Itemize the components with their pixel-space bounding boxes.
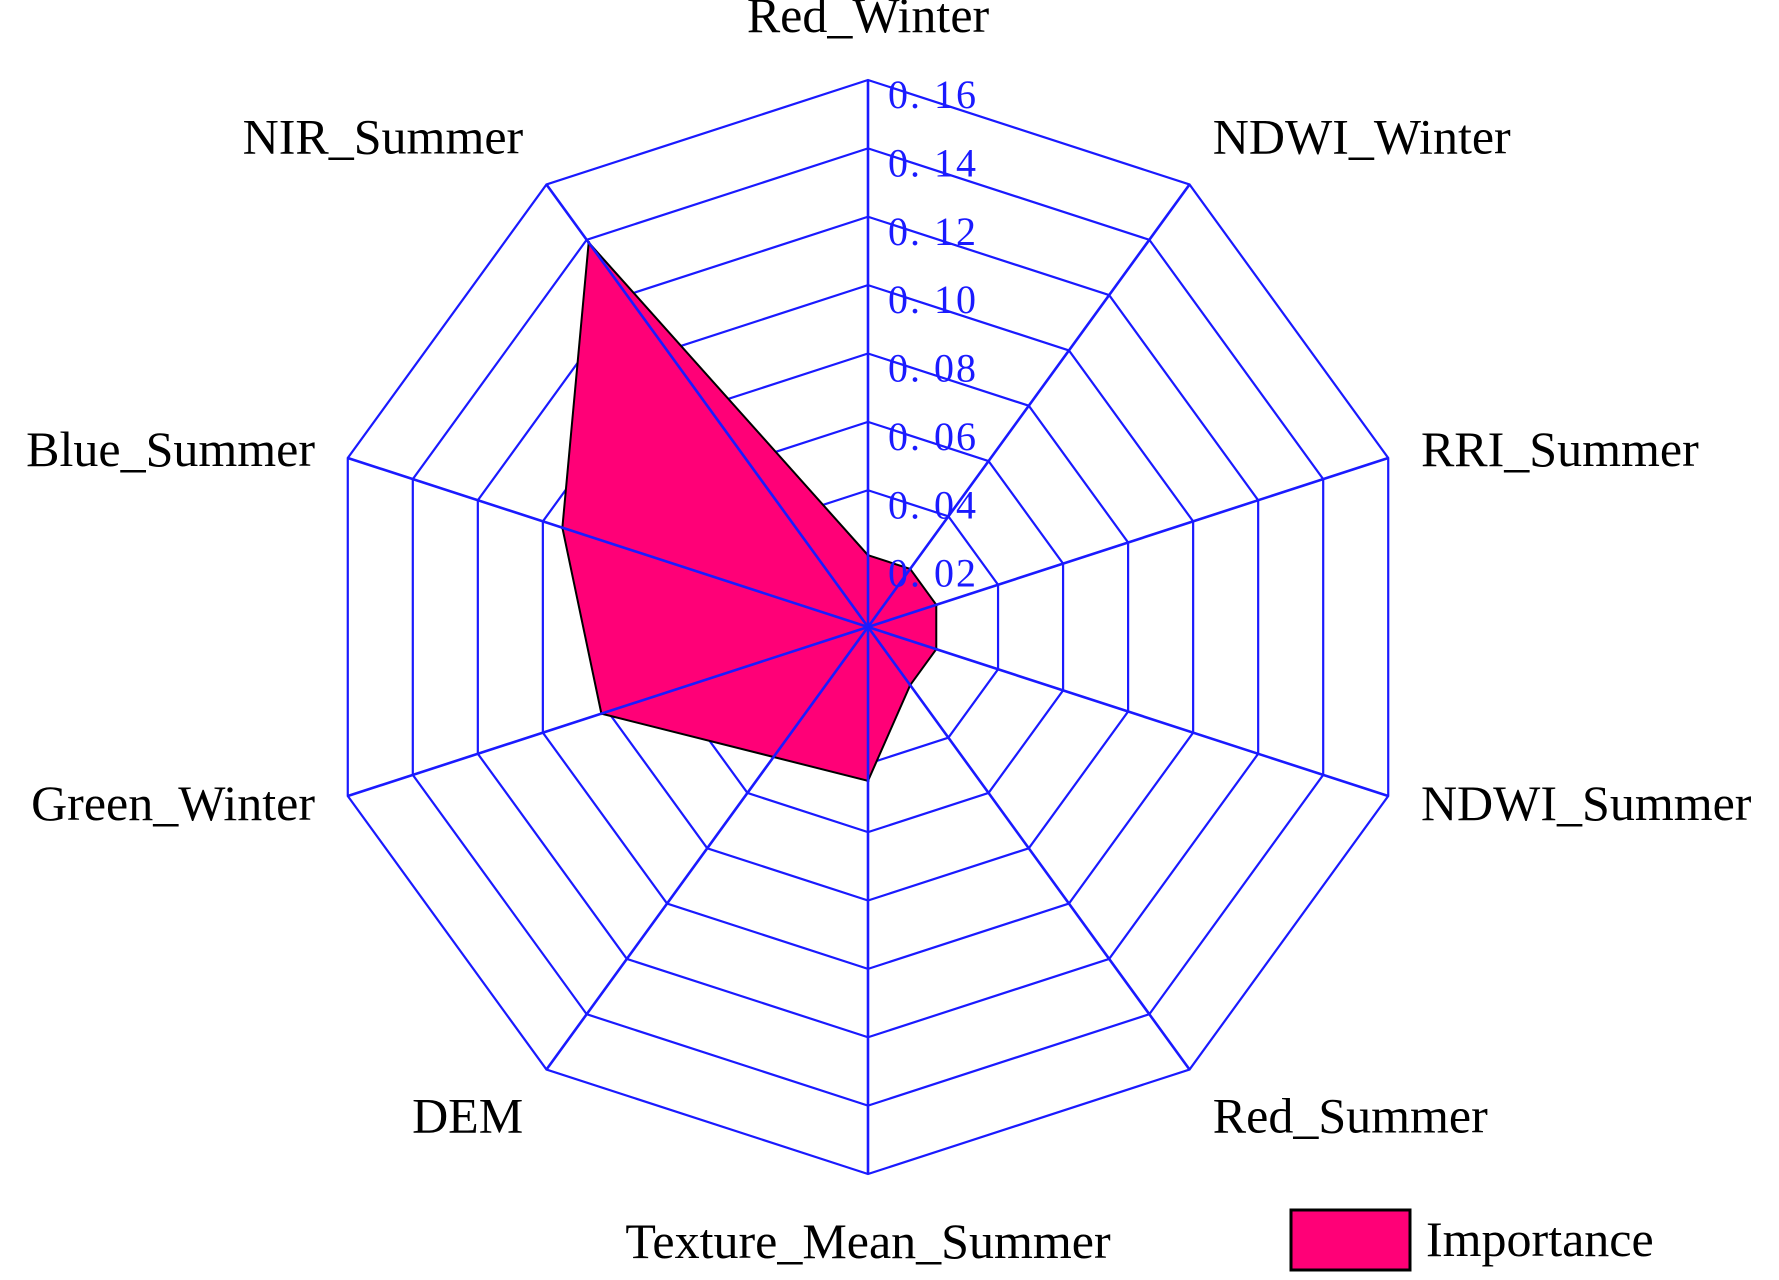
series-layer <box>560 240 938 783</box>
radar-spokes <box>347 80 1389 1174</box>
axis-label-Red_Winter: Red_Winter <box>747 0 990 43</box>
axis-label-RRI_Summer: RRI_Summer <box>1421 421 1699 477</box>
axis-label-DEM: DEM <box>412 1088 523 1144</box>
spoke-Blue_Summer <box>347 456 869 629</box>
radial-tick-label: 0. 14 <box>888 140 978 185</box>
radial-tick-label: 0. 02 <box>888 551 978 596</box>
spoke-DEM <box>545 626 870 1071</box>
radial-tick-label: 0. 08 <box>888 346 978 391</box>
spoke-Red_Summer <box>866 626 1191 1071</box>
axis-label-NIR_Summer: NIR_Summer <box>243 108 524 164</box>
radial-tick-label: 0. 10 <box>888 277 978 322</box>
radial-tick-label: 0. 12 <box>888 209 978 254</box>
radial-tick-labels: 0. 02 0. 04 0. 06 0. 08 0. 10 0. 12 0. 14 0. 16 <box>888 72 978 596</box>
spoke-Green_Winter <box>347 625 869 798</box>
axis-label-Blue_Summer: Blue_Summer <box>26 421 315 477</box>
legend-label-importance: Importance <box>1426 1211 1654 1267</box>
spoke-RRI_Summer <box>867 456 1389 629</box>
spoke-NIR_Summer <box>545 183 870 628</box>
radial-tick-label: 0. 16 <box>888 72 978 117</box>
axis-label-Green_Winter: Green_Winter <box>31 775 315 831</box>
radial-tick-label: 0. 06 <box>888 414 978 459</box>
legend-swatch-importance <box>1289 1208 1412 1272</box>
legend: Importance <box>1289 1208 1654 1272</box>
axis-label-NDWI_Summer: NDWI_Summer <box>1421 775 1752 831</box>
axis-label-Texture_Mean_Summer: Texture_Mean_Summer <box>625 1213 1111 1269</box>
spoke-NDWI_Winter <box>866 183 1191 628</box>
spoke-NDWI_Summer <box>867 625 1389 798</box>
axis-label-NDWI_Winter: NDWI_Winter <box>1213 108 1511 164</box>
radial-tick-label: 0. 04 <box>888 482 978 527</box>
axis-label-Red_Summer: Red_Summer <box>1213 1088 1488 1144</box>
axis-labels: Red_Winter NDWI_Winter RRI_Summer NDWI_Summ… <box>26 0 1752 1269</box>
